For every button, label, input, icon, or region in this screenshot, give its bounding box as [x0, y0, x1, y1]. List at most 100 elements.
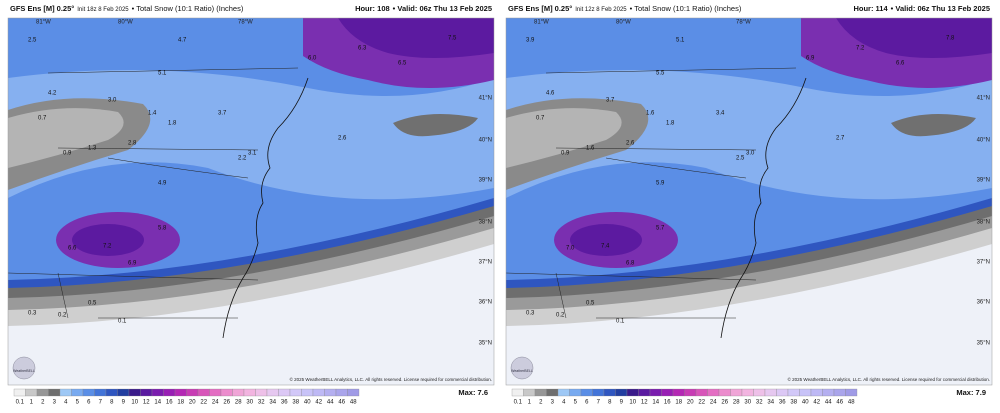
legend-swatch — [695, 388, 708, 397]
legend-label: 26 — [721, 400, 728, 406]
copyright: © 2025 WeatherBELL Analytics, LLC. All r… — [788, 376, 990, 382]
snow-amount: 3.0 — [746, 151, 755, 157]
legend-swatch — [220, 388, 233, 397]
legend-swatch — [243, 388, 256, 397]
snow-amount: 7.8 — [946, 36, 955, 42]
legend-label: 2 — [539, 400, 543, 406]
legend-swatch — [661, 388, 674, 397]
snow-amount: 3.0 — [108, 98, 117, 104]
snow-amount: 3.7 — [606, 98, 615, 104]
legend-swatch — [718, 388, 731, 397]
snow-amount: 0.9 — [561, 151, 570, 157]
snow-south-band — [506, 244, 992, 385]
legend-label: 22 — [698, 400, 705, 406]
legend-label: 42 — [813, 400, 820, 406]
legend-label: 16 — [664, 400, 671, 406]
legend-label: 46 — [836, 400, 843, 406]
legend-swatch — [684, 388, 697, 397]
legend-label: 22 — [200, 400, 207, 406]
legend-swatch — [128, 388, 141, 397]
snow-amount: 2.8 — [128, 141, 137, 147]
legend-label: 24 — [710, 400, 717, 406]
snow-amount: 0.3 — [526, 311, 535, 317]
legend-swatch — [266, 388, 279, 397]
snow-amount: 7.4 — [601, 244, 610, 250]
snow-amount: 0.2 — [58, 313, 67, 319]
lon-label: 80°W — [616, 20, 631, 26]
snow-va-dark — [570, 224, 642, 256]
legend-swatch — [810, 388, 823, 397]
legend-label: 28 — [235, 400, 242, 406]
state-borders — [8, 67, 299, 319]
snow-west-light — [8, 108, 124, 168]
lat-label: 36°N — [977, 300, 990, 306]
legend-swatch — [82, 388, 95, 397]
lat-label: 40°N — [977, 138, 990, 144]
legend-swatch — [174, 388, 187, 397]
snow-amount: 1.4 — [148, 111, 157, 117]
lat-label: 35°N — [479, 341, 492, 347]
snow-amount: 7.2 — [103, 244, 112, 250]
legend-label: 9 — [122, 400, 126, 406]
legend-label: 36 — [281, 400, 288, 406]
hour: Hour: 114 — [853, 4, 888, 13]
legend-swatch — [163, 388, 176, 397]
model-name: GFS Ens [M] 0.25° — [508, 4, 572, 13]
legend-label: 1 — [30, 400, 34, 406]
snow-amount: 4.9 — [158, 181, 167, 187]
lat-label: 39°N — [977, 178, 990, 184]
state-borders — [506, 67, 797, 319]
legend-label: 28 — [733, 400, 740, 406]
valid: • Valid: 06z Thu 13 Feb 2025 — [891, 4, 990, 13]
snow-amount: 1.8 — [168, 121, 177, 127]
snow-amount: 2.2 — [238, 156, 247, 162]
legend-label: 10 — [629, 400, 636, 406]
snow-amount: 2.5 — [736, 156, 745, 162]
coastline — [720, 77, 807, 339]
snow-amount: 6.3 — [358, 46, 367, 52]
snow-amount: 5.9 — [656, 181, 665, 187]
legend-swatch — [197, 388, 210, 397]
legend-label: 42 — [315, 400, 322, 406]
legend-swatch — [48, 388, 61, 397]
legend-label: 34 — [767, 400, 774, 406]
legend-swatch — [638, 388, 651, 397]
snow-amount: 0.1 — [616, 319, 625, 325]
snow-amount: 0.5 — [586, 301, 595, 307]
snow-east-grey — [891, 114, 976, 137]
snow-amount: 6.9 — [128, 261, 137, 267]
legend-label: 30 — [744, 400, 751, 406]
valid: • Valid: 06z Thu 13 Feb 2025 — [393, 4, 492, 13]
map: 3.9 5.1 5.5 6.9 7.2 6.6 7.8 4.6 3.7 1.6 1.8 0.7 2.6 3… — [506, 18, 992, 385]
lon-label: 78°W — [736, 20, 751, 26]
legend-label: 14 — [652, 400, 659, 406]
snow-amount: 1.6 — [646, 111, 655, 117]
map-panel: GFS Ens [M] 0.25° Init 18z 8 Feb 2025 • To… — [7, 4, 495, 406]
lat-label: 41°N — [479, 96, 492, 102]
legend-swatch — [523, 388, 536, 397]
snow-amount: 1.8 — [666, 121, 675, 127]
map-frame — [7, 17, 495, 386]
snow-ne-dark — [836, 18, 992, 58]
legend-label: 38 — [790, 400, 797, 406]
init-time: Init 12z 8 Feb 2025 — [575, 7, 627, 13]
snow-amount: 5.1 — [158, 71, 167, 77]
legend-label: 8 — [608, 400, 612, 406]
lat-label: 35°N — [977, 341, 990, 347]
legend-label: 40 — [802, 400, 809, 406]
snow-amount: 0.5 — [88, 301, 97, 307]
legend-swatch — [151, 388, 164, 397]
legend-swatch — [787, 388, 800, 397]
lon-label: 80°W — [118, 20, 133, 26]
legend-label: 32 — [756, 400, 763, 406]
snow-amount: 0.9 — [63, 151, 72, 157]
legend-swatch — [730, 388, 743, 397]
snow-amount: 5.1 — [676, 38, 685, 44]
snow-amount: 6.6 — [68, 246, 77, 252]
legend-swatch — [25, 388, 38, 397]
legend-label: 48 — [350, 400, 357, 406]
hour: Hour: 108 — [355, 4, 390, 13]
legend-swatch — [335, 388, 348, 397]
lon-label: 81°W — [36, 20, 51, 26]
